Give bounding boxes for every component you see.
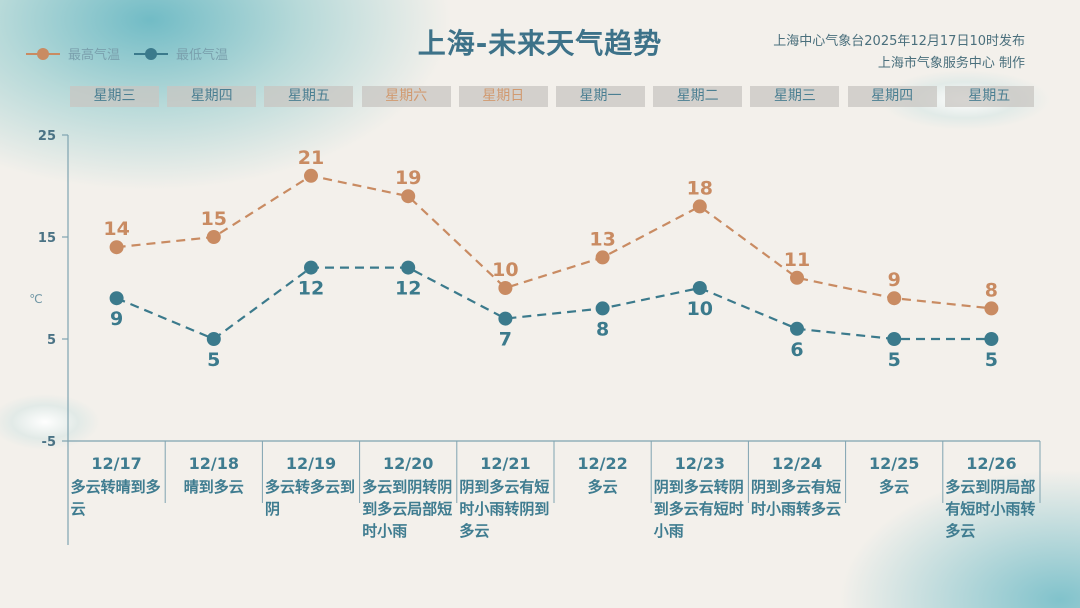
low-temp-point [109, 291, 124, 306]
high-temp-label: 11 [784, 249, 810, 271]
weekday-label: 星期六 [361, 86, 451, 107]
y-tick-label: 15 [38, 231, 56, 246]
forecast-cell: 12/17 多云转晴到多云 [69, 452, 165, 520]
legend-low-label: 最低气温 [176, 48, 229, 63]
weather-description: 多云转晴到多云 [70, 478, 161, 518]
legend-high-label: 最高气温 [68, 48, 121, 63]
producer-line: 上海市气象服务中心 制作 [877, 56, 1025, 71]
weekday-label: 星期四 [847, 86, 937, 107]
legend-low-marker [134, 47, 169, 60]
forecast-cell: 12/23 阴到多云转阴到多云有短时小雨 [652, 452, 748, 542]
weather-description: 多云到阴局部有短时小雨转多云 [945, 478, 1036, 540]
low-temp-label: 12 [395, 278, 421, 300]
low-temp-point [304, 260, 318, 275]
date-label: 12/24 [771, 454, 823, 473]
low-temp-point [206, 332, 221, 346]
high-temp-point [692, 199, 707, 214]
y-tick-label: -5 [42, 435, 56, 450]
weekday-label: 星期五 [944, 86, 1034, 107]
low-temp-line [116, 266, 992, 341]
low-temp-label: 6 [790, 339, 803, 361]
high-temp-label: 15 [201, 208, 227, 230]
weather-description: 多云到阴转阴到多云局部短时小雨 [362, 478, 453, 540]
low-temp-label: 10 [687, 298, 713, 320]
high-temp-label: 14 [103, 218, 129, 240]
low-temp-point [984, 332, 999, 346]
forecast-cell: 12/18 晴到多云 [166, 452, 262, 498]
date-label: 12/22 [577, 454, 628, 473]
forecast-cell: 12/21 阴到多云有短时小雨转阴到多云 [457, 452, 553, 542]
weather-description: 晴到多云 [183, 478, 244, 496]
forecast-cell: 12/22 多云 [555, 452, 651, 498]
forecast-cell: 12/20 多云到阴转阴到多云局部短时小雨 [360, 452, 456, 542]
high-temp-point [984, 301, 999, 316]
low-temp-label: 12 [298, 278, 324, 300]
high-temp-label: 19 [395, 167, 421, 189]
weekday-label: 星期四 [167, 86, 257, 107]
low-temp-point [692, 281, 707, 295]
high-temp-label: 8 [985, 279, 998, 301]
weekday-label: 星期一 [556, 86, 645, 107]
low-temp-label: 5 [888, 349, 901, 371]
legend: 最高气温 最低气温 [26, 44, 242, 63]
high-temp-point [790, 270, 804, 285]
high-temp-label: 10 [492, 259, 518, 281]
weather-description: 阴到多云有短时小雨转多云 [751, 478, 842, 518]
low-temp-label: 7 [499, 329, 512, 351]
high-temp-point [206, 230, 221, 244]
weather-description: 多云 [879, 478, 910, 496]
high-temp-point [401, 189, 416, 204]
high-temp-line [116, 174, 992, 310]
low-temp-label: 5 [985, 349, 998, 371]
forecast-cell: 12/26 多云到阴局部有短时小雨转多云 [943, 452, 1039, 542]
date-label: 12/19 [285, 454, 337, 473]
date-label: 12/20 [383, 454, 434, 473]
low-temp-point [498, 311, 513, 326]
high-temp-label: 18 [687, 177, 713, 199]
date-label: 12/26 [966, 454, 1017, 473]
high-temp-label: 13 [589, 228, 615, 250]
weather-description: 阴到多云转阴到多云有短时小雨 [653, 478, 744, 540]
weekday-label: 星期二 [653, 86, 743, 107]
low-temp-point [401, 260, 416, 275]
weather-description: 阴到多云有短时小雨转阴到多云 [459, 478, 550, 540]
high-temp-point [109, 240, 124, 255]
high-temp-point [498, 281, 513, 295]
date-label: 12/21 [480, 454, 531, 473]
low-temp-label: 8 [596, 318, 609, 340]
forecast-cell: 12/24 阴到多云有短时小雨转多云 [749, 452, 845, 520]
low-temp-point [595, 301, 610, 316]
date-label: 12/23 [674, 454, 725, 473]
weather-description: 多云 [587, 478, 618, 496]
high-temp-label: 9 [888, 269, 901, 291]
weekday-label: 星期五 [264, 86, 354, 107]
weather-description: 多云转多云到阴 [265, 478, 356, 518]
legend-high-marker [26, 47, 60, 60]
high-temp-point [304, 168, 318, 183]
forecast-cell: 12/25 多云 [846, 452, 942, 498]
high-temp-label: 21 [298, 147, 324, 169]
low-temp-label: 9 [110, 308, 123, 330]
y-tick-label: 5 [47, 333, 56, 348]
weekday-label: 星期日 [458, 86, 548, 107]
weekday-label: 星期三 [70, 86, 159, 107]
high-temp-point [887, 291, 902, 306]
y-tick-label: 25 [38, 129, 56, 144]
date-label: 12/18 [188, 454, 239, 473]
publisher-line: 上海中心气象台2025年12月17日10时发布 [773, 34, 1025, 49]
y-axis-unit: ℃ [29, 292, 42, 306]
forecast-cell: 12/19 多云转多云到阴 [263, 452, 359, 520]
low-temp-point [887, 332, 902, 346]
weekday-label: 星期三 [750, 86, 840, 107]
high-temp-point [595, 250, 610, 265]
page-title: 上海-未来天气趋势 [417, 27, 663, 60]
date-label: 12/25 [869, 454, 920, 473]
low-temp-point [790, 321, 804, 336]
low-temp-label: 5 [207, 349, 220, 371]
date-label: 12/17 [91, 454, 142, 473]
